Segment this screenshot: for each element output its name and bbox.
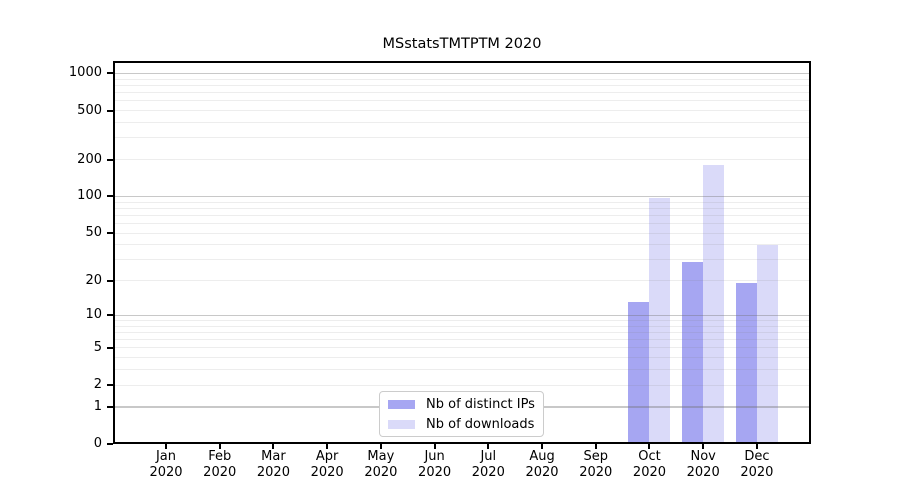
x-tick-label: Aug 2020 bbox=[525, 449, 559, 480]
x-tick-label: May 2020 bbox=[364, 449, 398, 480]
gridline-minor bbox=[115, 159, 809, 161]
legend-label-distinct-ips: Nb of distinct IPs bbox=[426, 396, 535, 412]
gridline-major bbox=[115, 314, 809, 317]
x-tick-mark bbox=[541, 444, 544, 449]
x-tick-mark bbox=[165, 444, 167, 449]
gridline-minor bbox=[115, 244, 809, 246]
y-tick-label: 1 bbox=[93, 398, 102, 414]
x-tick-mark bbox=[755, 444, 758, 449]
bar-downloads bbox=[703, 165, 725, 442]
x-tick-mark bbox=[702, 444, 705, 449]
gridline-minor bbox=[115, 110, 809, 112]
x-tick-label: Sep 2020 bbox=[579, 449, 613, 480]
x-tick-label: Mar 2020 bbox=[256, 449, 290, 480]
y-tick-mark bbox=[107, 314, 113, 317]
legend-swatch-distinct-ips bbox=[388, 399, 415, 409]
y-tick-label: 0 bbox=[93, 436, 102, 451]
gridline-minor bbox=[115, 357, 809, 359]
y-tick-mark bbox=[107, 195, 113, 198]
gridline-minor bbox=[115, 325, 809, 327]
y-tick-mark bbox=[107, 72, 113, 75]
legend: Nb of distinct IPs Nb of downloads bbox=[379, 391, 544, 437]
bar-distinct-ips bbox=[735, 283, 757, 442]
y-tick-mark bbox=[107, 279, 113, 282]
x-tick-mark bbox=[326, 444, 329, 449]
x-tick-mark bbox=[648, 444, 651, 449]
gridline-minor bbox=[115, 259, 809, 261]
x-tick-mark bbox=[433, 444, 436, 449]
gridline-major bbox=[115, 72, 809, 75]
x-tick-label: Feb 2020 bbox=[203, 449, 237, 480]
gridline-minor bbox=[115, 369, 809, 371]
y-tick-label: 1000 bbox=[68, 65, 102, 81]
y-tick-label: 200 bbox=[77, 151, 102, 167]
y-tick-label: 2 bbox=[93, 377, 102, 393]
x-tick-label: Apr 2020 bbox=[310, 449, 344, 480]
bar-distinct-ips bbox=[682, 261, 704, 442]
y-tick-mark bbox=[107, 346, 113, 349]
x-tick-label: Jul 2020 bbox=[471, 449, 505, 480]
legend-item-distinct-ips: Nb of distinct IPs bbox=[388, 396, 543, 412]
x-tick-mark bbox=[379, 444, 382, 449]
gridline-minor bbox=[115, 214, 809, 216]
y-tick-mark bbox=[107, 109, 113, 112]
gridline-minor bbox=[115, 100, 809, 102]
x-tick-label: Dec 2020 bbox=[740, 449, 774, 480]
bar-downloads bbox=[649, 198, 671, 442]
y-tick-label: 5 bbox=[93, 339, 102, 355]
y-tick-label: 50 bbox=[85, 225, 102, 241]
gridline-major bbox=[115, 195, 809, 198]
y-tick-label: 500 bbox=[77, 102, 102, 118]
gridline-minor bbox=[115, 137, 809, 139]
y-tick-mark bbox=[107, 405, 113, 408]
chart-title: MSstatsTMTPTM 2020 bbox=[382, 36, 542, 52]
gridline-minor bbox=[115, 331, 809, 333]
gridline-minor bbox=[115, 201, 809, 203]
legend-swatch-downloads bbox=[388, 419, 415, 429]
y-tick-label: 100 bbox=[77, 188, 102, 204]
x-tick-label: Jan 2020 bbox=[149, 449, 183, 480]
gridline-minor bbox=[115, 339, 809, 341]
x-tick-mark bbox=[272, 444, 275, 449]
bar-downloads bbox=[756, 244, 778, 442]
legend-label-downloads: Nb of downloads bbox=[426, 416, 535, 432]
x-tick-label: Oct 2020 bbox=[632, 449, 667, 480]
gridline-minor bbox=[115, 207, 809, 209]
gridline-minor bbox=[115, 92, 809, 94]
gridline-minor bbox=[115, 320, 809, 321]
bar-distinct-ips bbox=[628, 302, 650, 442]
y-tick-mark bbox=[107, 158, 113, 161]
x-tick-mark bbox=[487, 444, 490, 449]
x-tick-label: Jun 2020 bbox=[418, 449, 452, 480]
gridline-minor bbox=[115, 78, 809, 80]
gridline-minor bbox=[115, 280, 809, 282]
gridline-minor bbox=[115, 122, 809, 123]
y-tick-mark bbox=[107, 232, 113, 235]
gridline-minor bbox=[115, 232, 809, 234]
y-tick-label: 20 bbox=[85, 272, 102, 288]
y-tick-mark bbox=[107, 384, 113, 387]
x-tick-mark bbox=[594, 444, 597, 449]
x-tick-label: Nov 2020 bbox=[686, 449, 720, 480]
y-tick-label: 10 bbox=[85, 307, 102, 323]
x-tick-mark bbox=[218, 444, 221, 449]
y-tick-mark bbox=[107, 443, 113, 445]
gridline-minor bbox=[115, 84, 809, 86]
legend-item-downloads: Nb of downloads bbox=[388, 416, 543, 432]
gridline-minor bbox=[115, 223, 809, 224]
gridline-minor bbox=[115, 384, 809, 386]
gridline-minor bbox=[115, 347, 809, 349]
